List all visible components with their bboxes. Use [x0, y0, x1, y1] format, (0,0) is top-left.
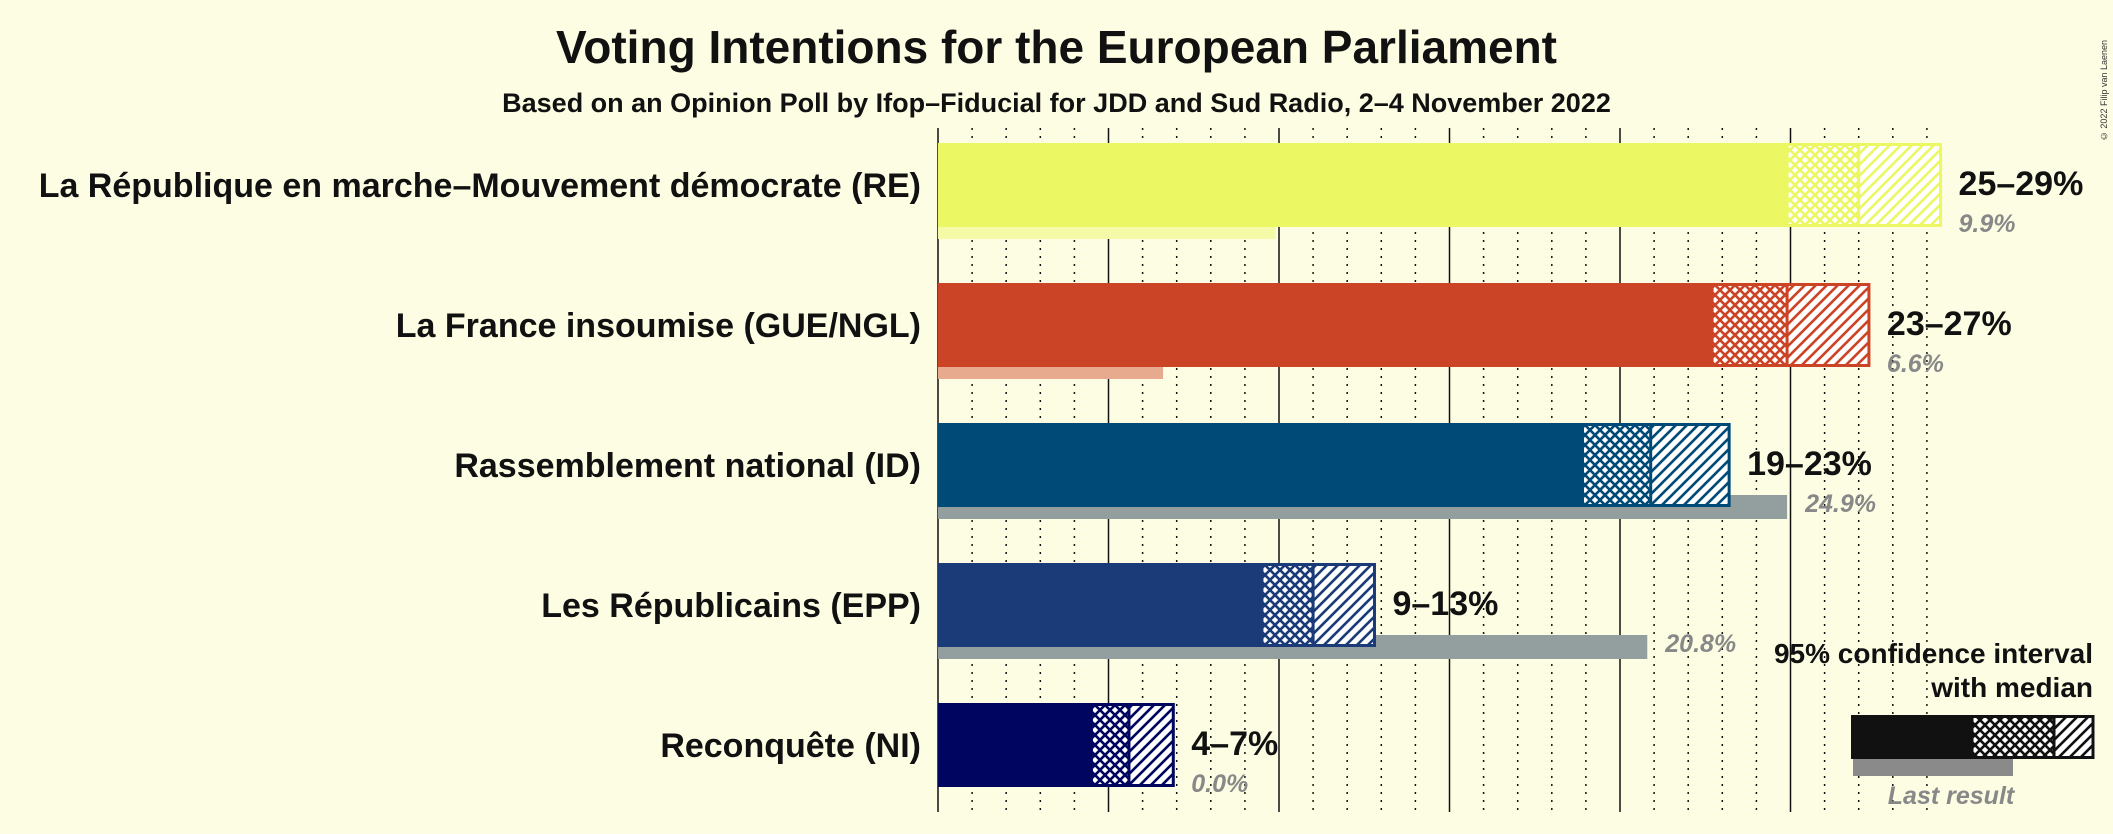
bar-ci-lower [1787, 143, 1859, 227]
legend: 95% confidence interval with median Last… [1774, 638, 2095, 810]
range-label: 25–29% [1959, 165, 2084, 203]
bar-solid [938, 563, 1262, 647]
range-label: 4–7% [1191, 725, 1278, 763]
range-label: 19–23% [1747, 445, 1872, 483]
bar-ci-lower [1091, 703, 1129, 787]
legend-ci-outline [1970, 715, 2095, 759]
party-label: La République en marche–Mouvement démocr… [39, 167, 921, 205]
last-result-label: 24.9% [1804, 490, 1876, 518]
legend-text-line1: 95% confidence interval [1774, 638, 2093, 669]
bar-solid [938, 143, 1788, 227]
last-result-label: 6.6% [1887, 350, 1944, 378]
legend-solid-bar [1851, 715, 1972, 759]
bar-ci-lower [1712, 283, 1788, 367]
bar-ci-upper [1313, 563, 1375, 647]
party-label: Les Républicains (EPP) [541, 587, 921, 625]
bar-ci-outline [1710, 283, 1871, 367]
bar-ci-upper [1128, 703, 1174, 787]
legend-text-line2: with median [1930, 672, 2093, 703]
bar-ci-upper [1650, 423, 1730, 507]
bar-ci-upper [1858, 143, 1941, 227]
party-label: Reconquête (NI) [660, 727, 921, 765]
bar-ci-outline [1089, 703, 1175, 787]
chart-subtitle: Based on an Opinion Poll by Ifop–Fiducia… [502, 88, 1611, 118]
bars [938, 143, 1943, 787]
bar-ci-lower [1582, 423, 1651, 507]
labels: La République en marche–Mouvement démocr… [39, 165, 2084, 798]
bar-solid [938, 283, 1713, 367]
party-label: La France insoumise (GUE/NGL) [396, 307, 921, 345]
bar-ci-upper [1787, 283, 1869, 367]
bar-solid [938, 423, 1583, 507]
legend-last-result-label: Last result [1888, 782, 2016, 810]
legend-ci-upper [2054, 715, 2093, 759]
party-label: Rassemblement national (ID) [454, 447, 921, 485]
bar-ci-outline [1785, 143, 1943, 227]
bar-solid [938, 703, 1092, 787]
legend-ci-lower [1972, 715, 2054, 759]
bar-ci-outline [1580, 423, 1731, 507]
range-label: 23–27% [1887, 305, 2012, 343]
chart-title: Voting Intentions for the European Parli… [556, 21, 1557, 73]
last-result-label: 0.0% [1191, 770, 1248, 798]
last-result-label: 20.8% [1664, 630, 1736, 658]
bar-ci-lower [1261, 563, 1314, 647]
last-result-label: 9.9% [1959, 210, 2016, 238]
range-label: 9–13% [1392, 585, 1498, 623]
bar-ci-outline [1260, 563, 1376, 647]
